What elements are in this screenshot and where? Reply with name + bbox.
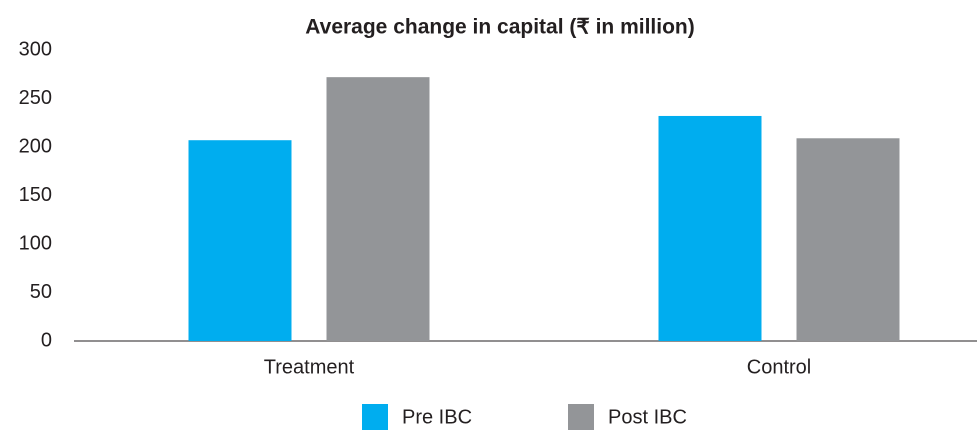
bar bbox=[796, 138, 900, 341]
legend-swatch bbox=[568, 404, 594, 430]
legend-label: Post IBC bbox=[608, 406, 687, 428]
y-tick-label: 300 bbox=[19, 38, 52, 60]
legend-swatch bbox=[362, 404, 388, 430]
x-tick-label: Control bbox=[747, 356, 811, 378]
chart-title: Average change in capital (₹ in million) bbox=[305, 16, 695, 39]
bar bbox=[188, 140, 292, 341]
y-tick-label: 200 bbox=[19, 135, 52, 157]
bar bbox=[658, 115, 762, 342]
y-tick-label: 100 bbox=[19, 232, 52, 254]
bar bbox=[326, 77, 430, 341]
legend-label: Pre IBC bbox=[402, 406, 472, 428]
y-tick-label: 50 bbox=[30, 281, 52, 303]
x-tick-label: Treatment bbox=[264, 356, 355, 378]
y-tick-label: 150 bbox=[19, 184, 52, 206]
y-tick-label: 0 bbox=[41, 329, 52, 351]
y-tick-label: 250 bbox=[19, 87, 52, 109]
